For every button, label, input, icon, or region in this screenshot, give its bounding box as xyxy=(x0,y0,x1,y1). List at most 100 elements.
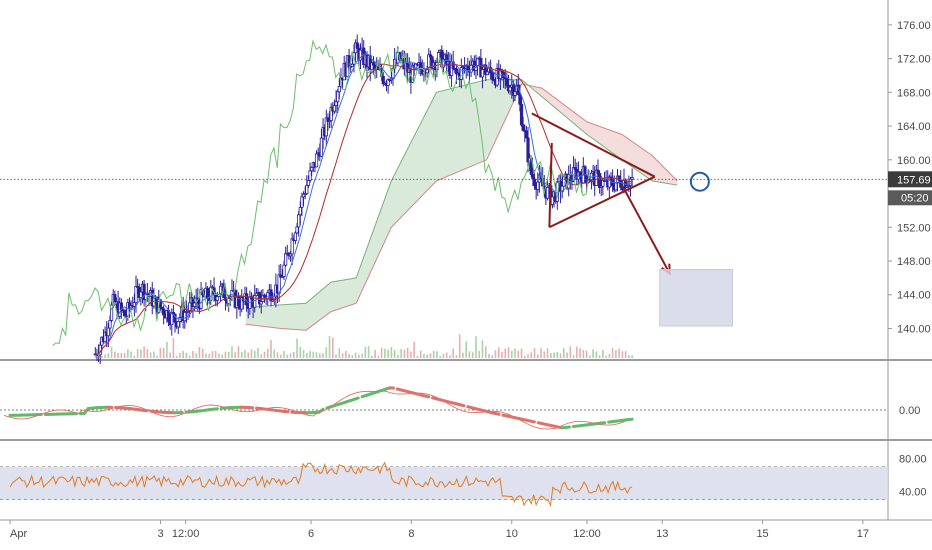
volume-bar xyxy=(462,352,464,358)
volume-bar xyxy=(120,352,123,358)
volume-bar xyxy=(354,352,357,358)
volume-bar xyxy=(237,346,240,358)
price-tick-label: 164.00 xyxy=(897,121,931,133)
volume-bar xyxy=(182,350,184,358)
price-axis: 176.00 172.00 168.00 164.00 160.00 152.00 148.… xyxy=(888,20,931,335)
volume-bar xyxy=(507,347,510,358)
candle-body xyxy=(628,178,633,186)
volume-bar xyxy=(449,355,451,358)
volume-bar xyxy=(530,352,533,358)
candle-body xyxy=(106,327,110,337)
candle-body xyxy=(332,105,337,112)
volume-bar xyxy=(504,348,507,358)
candle-body xyxy=(355,42,359,49)
volume-bar xyxy=(540,348,542,358)
volume-bar xyxy=(198,346,201,358)
triangle-base-line xyxy=(548,142,553,228)
candle-body xyxy=(630,177,634,180)
candle-body xyxy=(578,171,582,177)
volume-bar xyxy=(400,349,402,358)
volume-bar xyxy=(543,351,546,358)
candle-body xyxy=(427,54,431,71)
volume-bar xyxy=(432,350,435,358)
chikou-line xyxy=(52,39,590,346)
candle-body xyxy=(545,186,550,199)
volume-bar xyxy=(214,350,217,358)
volume-bar xyxy=(175,355,178,358)
volume-bar xyxy=(101,355,103,358)
candle-body xyxy=(170,312,174,325)
time-axis: Apr 3 12:00 6 8 10 12:00 13 15 17 xyxy=(9,520,869,540)
candle-body xyxy=(162,308,166,316)
candle-body xyxy=(192,302,197,307)
volume-bar xyxy=(631,355,633,358)
price-tick-label: 168.00 xyxy=(897,87,931,99)
candle-body xyxy=(521,124,525,131)
volume-bar xyxy=(582,349,585,358)
volume-bar xyxy=(110,346,113,358)
volume-bar xyxy=(377,355,380,358)
volume-bar xyxy=(188,355,191,358)
candle-body xyxy=(500,69,504,73)
volume-bar xyxy=(436,351,438,358)
candle-body xyxy=(425,69,429,74)
candle-body xyxy=(306,180,311,186)
volume-bar xyxy=(195,353,197,358)
volume-bar xyxy=(393,349,396,358)
volume-bar xyxy=(406,348,409,358)
volume-bar xyxy=(114,351,116,358)
candle-body xyxy=(560,185,564,192)
volume-bar xyxy=(286,354,289,358)
volume-bar xyxy=(374,349,376,358)
candle-body xyxy=(314,153,319,168)
candle-body xyxy=(531,173,535,180)
volume-bar xyxy=(162,347,165,358)
candles xyxy=(93,34,634,364)
volume-bar xyxy=(419,350,422,358)
macd-signal-segment xyxy=(458,403,466,408)
volume-bar xyxy=(127,349,129,358)
senkou-span-b xyxy=(245,83,678,331)
triangle-upper-line xyxy=(531,112,656,178)
volume-bar xyxy=(156,355,158,358)
countdown-label: 05:20 xyxy=(901,192,929,204)
volume-bars xyxy=(94,334,633,358)
volume-bar xyxy=(104,354,106,358)
volume-bar xyxy=(133,355,136,358)
volume-bar xyxy=(234,352,237,358)
volume-bar xyxy=(325,347,328,358)
projection-arrow xyxy=(621,184,671,275)
volume-bar xyxy=(250,349,253,358)
candle-body xyxy=(139,291,143,298)
volume-bar xyxy=(240,352,243,358)
price-tick-label: 152.00 xyxy=(897,222,931,234)
candle-body xyxy=(381,75,385,85)
candle-body xyxy=(109,304,114,321)
candle-body xyxy=(524,130,528,139)
volume-bar xyxy=(563,348,565,358)
candle-body xyxy=(519,103,524,126)
time-tick-label: 8 xyxy=(408,528,414,540)
macd-tick-label: 0.00 xyxy=(899,405,920,417)
volume-bar xyxy=(403,350,406,358)
volume-bar xyxy=(143,346,145,358)
volume-bar xyxy=(628,355,630,358)
volume-bar xyxy=(445,352,448,358)
candle-body xyxy=(295,226,299,234)
candle-body xyxy=(508,86,512,92)
current-price-tag xyxy=(888,171,932,188)
candle-body xyxy=(123,310,127,317)
volume-bar xyxy=(270,339,272,358)
volume-bar xyxy=(566,352,568,358)
volume-bar xyxy=(491,355,494,358)
volume-bar xyxy=(172,338,175,358)
volume-bar xyxy=(546,348,549,358)
volume-bar xyxy=(615,350,617,358)
candle-body xyxy=(108,319,112,329)
price-tick-label: 144.00 xyxy=(897,290,931,302)
volume-bar xyxy=(371,355,373,358)
volume-bar xyxy=(146,349,149,358)
volume-bar xyxy=(523,355,526,358)
cloud-segment xyxy=(280,303,306,331)
